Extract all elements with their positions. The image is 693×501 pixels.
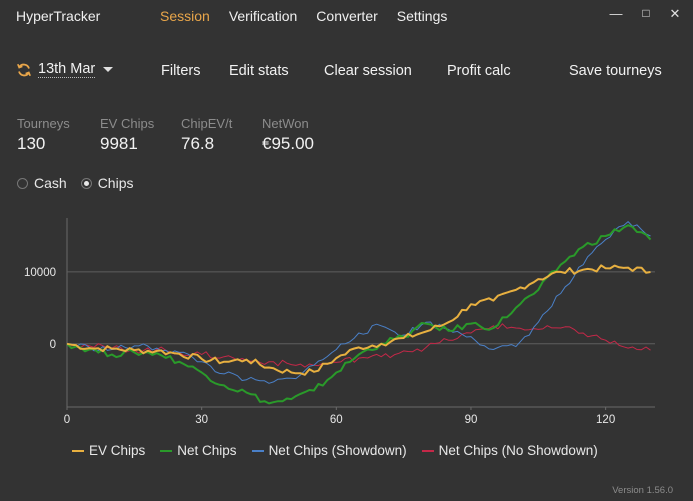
app-title: HyperTracker xyxy=(16,8,101,24)
radio-label: Cash xyxy=(34,175,67,191)
stat-value: 76.8 xyxy=(181,134,215,153)
maximize-icon[interactable]: □ xyxy=(642,6,650,20)
chart-lines xyxy=(66,221,652,405)
legend-swatch xyxy=(160,449,173,452)
close-icon[interactable]: ✕ xyxy=(669,6,681,21)
radio-indicator xyxy=(80,177,92,189)
legend-swatch xyxy=(72,449,84,452)
main-nav: Session Verification Converter Settings xyxy=(160,8,466,24)
stat-label: EV Chips xyxy=(100,116,155,131)
legend-net-chips[interactable]: Net Chips xyxy=(160,443,237,458)
refresh-icon xyxy=(17,63,31,76)
legend-label: Net Chips (Showdown) xyxy=(268,443,407,458)
toolbar: 13th Mar Filters Edit stats Clear sessio… xyxy=(0,56,693,86)
title-bar: HyperTracker Session Verification Conver… xyxy=(0,0,693,32)
chart-grid xyxy=(66,218,655,408)
profit-calc-button[interactable]: Profit calc xyxy=(447,63,511,79)
chart-legend: EV Chips Net Chips Net Chips (Showdown) … xyxy=(72,443,613,458)
stat-value: €95.00 xyxy=(262,134,314,153)
filters-button[interactable]: Filters xyxy=(161,63,201,79)
chevron-down-icon xyxy=(103,67,114,72)
x-tick-label: 120 xyxy=(596,414,615,426)
stat-value: 9981 xyxy=(100,134,138,153)
net-chips-line xyxy=(66,224,652,405)
version-label: Version 1.56.0 xyxy=(612,485,673,496)
session-date-picker[interactable]: 13th Mar xyxy=(16,61,114,78)
clear-session-button[interactable]: Clear session xyxy=(324,63,412,79)
legend-swatch xyxy=(421,449,434,452)
tab-verification[interactable]: Verification xyxy=(228,8,298,24)
radio-label: Chips xyxy=(97,175,134,191)
radio-chips[interactable]: Chips xyxy=(80,175,134,191)
chart-ticks: 10000 0 0 30 60 90 120 xyxy=(24,267,615,426)
x-tick-label: 60 xyxy=(330,414,343,426)
edit-stats-button[interactable]: Edit stats xyxy=(229,63,289,79)
tab-session[interactable]: Session xyxy=(160,8,210,24)
tab-settings[interactable]: Settings xyxy=(396,8,448,24)
stat-netwon: NetWon €95.00 xyxy=(262,116,314,154)
legend-net-chips-showdown[interactable]: Net Chips (Showdown) xyxy=(251,443,407,458)
x-tick-label: 30 xyxy=(195,414,208,426)
net-chips-showdown-line xyxy=(66,221,651,384)
stat-label: NetWon xyxy=(262,116,309,131)
x-tick-label: 0 xyxy=(64,414,70,426)
stat-label: ChipEV/t xyxy=(181,116,233,131)
stat-value: 130 xyxy=(17,134,46,153)
save-tourneys-button[interactable]: Save tourneys xyxy=(569,63,662,79)
x-tick-label: 90 xyxy=(465,414,478,426)
session-date: 13th Mar xyxy=(38,61,96,78)
radio-indicator xyxy=(17,177,28,189)
minimize-icon[interactable]: — xyxy=(609,6,623,21)
legend-label: Net Chips xyxy=(177,443,237,458)
tab-converter[interactable]: Converter xyxy=(316,8,378,24)
y-tick-label: 0 xyxy=(50,339,56,351)
legend-swatch xyxy=(251,449,264,452)
legend-net-chips-no-showdown[interactable]: Net Chips (No Showdown) xyxy=(421,443,598,458)
y-tick-label: 10000 xyxy=(24,267,56,279)
stat-tourneys: Tourneys 130 xyxy=(17,116,70,154)
legend-ev-chips[interactable]: EV Chips xyxy=(72,443,145,458)
net-chips-no-showdown-line xyxy=(66,323,651,368)
ev-chips-line xyxy=(66,264,651,376)
legend-label: Net Chips (No Showdown) xyxy=(438,443,598,458)
radio-cash[interactable]: Cash xyxy=(17,175,67,191)
stat-chipev: ChipEV/t 76.8 xyxy=(181,116,232,154)
stat-label: Tourneys xyxy=(17,116,70,131)
mode-selector: Cash Chips xyxy=(17,175,147,191)
legend-label: EV Chips xyxy=(89,443,146,458)
chips-chart: 10000 0 0 30 60 90 120 xyxy=(24,218,655,426)
stat-ev-chips: EV Chips 9981 xyxy=(100,116,154,154)
